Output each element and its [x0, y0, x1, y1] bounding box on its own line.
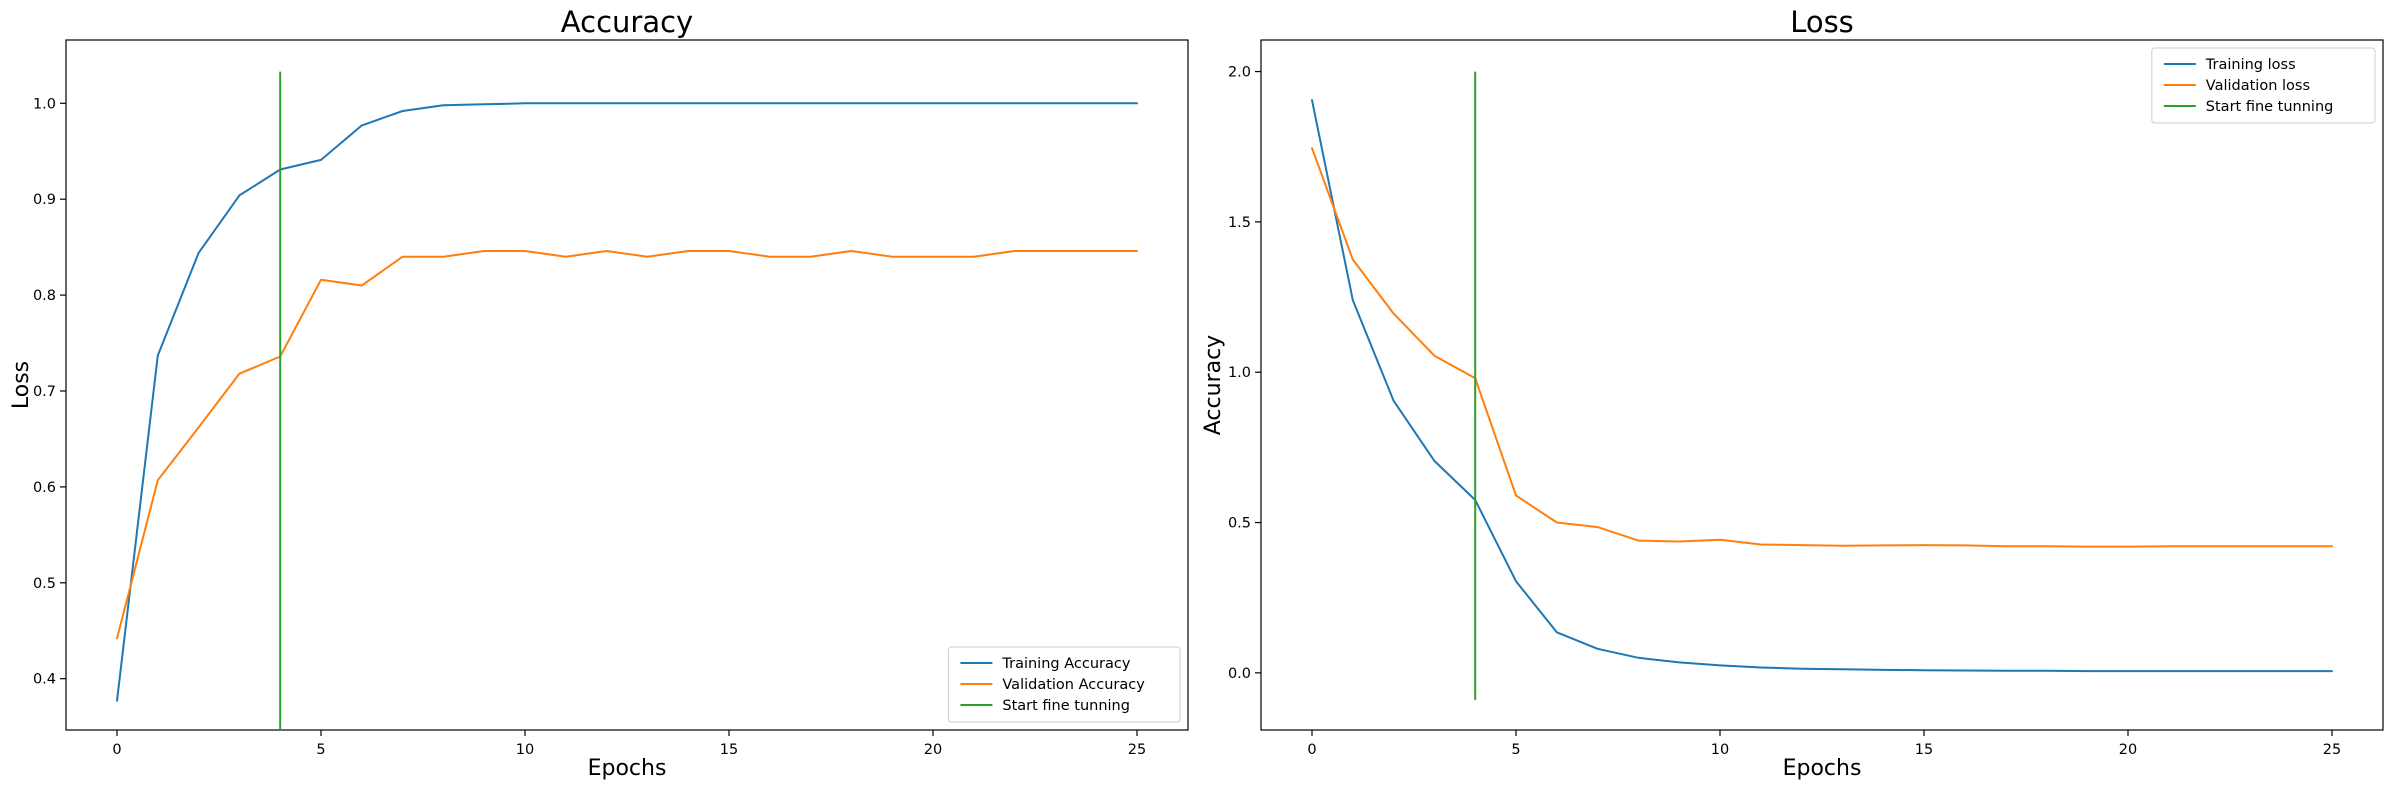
legend-label: Validation loss: [2206, 78, 2310, 94]
y-tick-label: 0.6: [33, 480, 56, 496]
legend-label: Training loss: [2205, 57, 2296, 73]
legend: Training Accuracy Validation Accuracy Star…: [947, 646, 1181, 723]
x-tick-label: 20: [2119, 742, 2137, 758]
accuracy-chart: Accuracy 0 5 10 15 20 25 0.4 0.5 0.6 0.7 0.8 0.9 1.0 E…: [9, 5, 1189, 781]
series-line-training-accuracy: [116, 102, 1138, 702]
series-line-validation-loss: [1311, 147, 2333, 548]
plot-frame: [65, 39, 1189, 731]
x-axis-label: Epochs: [588, 756, 667, 781]
y-tick-label: 0.7: [33, 384, 56, 400]
series-line-validation-accuracy: [116, 250, 1138, 640]
legend-label: Start fine tunning: [1002, 698, 1130, 714]
x-axis-label: Epochs: [1783, 756, 1862, 781]
chart-title: Accuracy: [561, 5, 693, 39]
legend-label: Start fine tunning: [2206, 99, 2334, 115]
y-tick-label: 1.0: [33, 96, 56, 112]
y-tick-label: 0.5: [1228, 516, 1251, 532]
y-tick-label: 2.0: [1228, 65, 1251, 81]
x-tick-label: 10: [1711, 742, 1729, 758]
x-tick-label: 15: [720, 742, 738, 758]
plot-frame: [1260, 39, 2384, 731]
x-tick-label: 15: [1915, 742, 1933, 758]
x-tick-label: 5: [316, 742, 325, 758]
x-tick-label: 5: [1511, 742, 1520, 758]
y-axis-label: Accuracy: [1201, 335, 1226, 435]
y-tick-label: 0.9: [33, 192, 56, 208]
y-tick-label: 0.5: [33, 576, 56, 592]
legend-label: Training Accuracy: [1001, 656, 1130, 672]
x-tick-label: 25: [2323, 742, 2341, 758]
y-tick-label: 1.0: [1228, 365, 1251, 381]
x-tick-label: 20: [924, 742, 942, 758]
y-tick-label: 0.8: [33, 288, 56, 304]
series-line-training-loss: [1311, 99, 2333, 673]
chart-title: Loss: [1790, 5, 1854, 39]
y-tick-label: 1.5: [1228, 215, 1251, 231]
legend-label: Validation Accuracy: [1002, 677, 1145, 693]
legend-box: [2151, 47, 2376, 124]
legend-box: [947, 646, 1181, 723]
y-tick-label: 0.4: [33, 672, 56, 688]
x-tick-label: 0: [112, 742, 121, 758]
y-axis-label: Loss: [9, 361, 34, 409]
loss-chart: Loss 0 5 10 15 20 25 0.0 0.5 1.0 1.5 2.0 Epochs Accur…: [1201, 5, 2384, 781]
x-tick-label: 10: [516, 742, 534, 758]
y-tick-label: 0.0: [1228, 666, 1251, 682]
legend: Training loss Validation loss Start fine t…: [2151, 47, 2376, 124]
x-tick-label: 25: [1128, 742, 1146, 758]
x-tick-label: 0: [1307, 742, 1316, 758]
